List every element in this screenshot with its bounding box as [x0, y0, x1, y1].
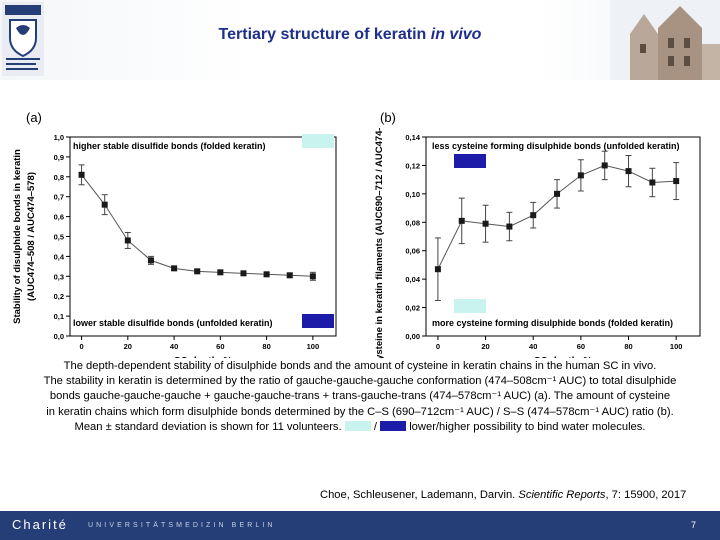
data-point — [78, 171, 85, 178]
data-point — [171, 265, 178, 272]
caption-line-3: bonds gauche-gauche-gauche + gauche-gauc… — [49, 390, 671, 403]
y-tick-label: 0,02 — [405, 304, 420, 313]
data-point — [577, 172, 584, 179]
data-point — [240, 270, 247, 277]
citation-authors: Choe, Schleusener, Lademann, Darvin. — [320, 489, 516, 501]
footer-logo: Charité — [12, 517, 68, 532]
y-tick-label: 0,9 — [54, 153, 64, 162]
y-tick-label: 0,5 — [54, 233, 64, 242]
x-tick-label: 40 — [170, 342, 178, 351]
x-tick-label: 80 — [624, 342, 632, 351]
y-tick-label: 1,0 — [54, 133, 64, 142]
citation-journal: Scientific Reports — [518, 489, 606, 501]
x-tick-label: 60 — [216, 342, 224, 351]
y-tick-label: 0,0 — [54, 332, 64, 341]
data-point — [194, 268, 201, 275]
x-tick-label: 20 — [481, 342, 489, 351]
data-point — [124, 237, 131, 244]
annotation-top: less cysteine forming disulphide bonds (… — [432, 141, 680, 151]
y-tick-label: 0,7 — [54, 193, 64, 202]
data-point — [649, 179, 656, 186]
x-axis-label: SC depth, % — [534, 356, 592, 358]
series-line — [81, 174, 313, 277]
page-number: 7 — [690, 520, 696, 530]
data-point — [101, 201, 108, 208]
data-point — [625, 168, 632, 175]
y-tick-label: 0,8 — [54, 173, 64, 182]
figure-caption: The depth-dependent stability of disulph… — [14, 359, 706, 435]
annotation-bottom: lower stable disulfide bonds (unfolded k… — [73, 318, 273, 328]
y-tick-label: 0,14 — [405, 133, 420, 142]
charite-shield-logo — [2, 2, 44, 76]
legend-swatch-top — [454, 154, 486, 168]
caption-line-5b: lower/higher possibility to bind water m… — [409, 420, 646, 433]
x-axis-label: SC depth, % — [174, 356, 232, 358]
data-point — [530, 212, 537, 219]
x-tick-label: 100 — [307, 342, 320, 351]
citation: Choe, Schleusener, Lademann, Darvin. Sci… — [320, 489, 686, 501]
y-axis-label: Cysteine in keratin filaments (AUC690–71… — [374, 128, 385, 358]
legend-swatch-bottom — [454, 299, 486, 313]
slide-header: Tertiary structure of keratin in vivo — [0, 0, 720, 80]
y-tick-label: 0,3 — [54, 272, 64, 281]
caption-line-1: The depth-dependent stability of disulph… — [63, 360, 657, 372]
y-tick-label: 0,08 — [405, 218, 420, 227]
data-point — [286, 272, 293, 279]
y-tick-label: 0,12 — [405, 161, 420, 170]
slide-title-italic: in vivo — [430, 26, 482, 43]
data-point — [458, 217, 465, 224]
slide-title-main: Tertiary structure of keratin — [218, 26, 427, 43]
chart-a: 0 20 40 60 80 100 0,0 0,1 0,2 0,3 0,4 0,5 0,6 0,7 0,8 0… — [12, 133, 337, 358]
footer-university: UNIVERSITÄTSMEDIZIN BERLIN — [88, 522, 276, 529]
caption-line-2: The stability in keratin is determined b… — [43, 375, 677, 388]
building-photo — [610, 0, 720, 80]
data-point — [506, 223, 513, 230]
legend-swatch-bottom — [302, 314, 334, 328]
caption-separator: / — [373, 420, 377, 433]
annotation-bottom: more cysteine forming disulphide bonds (… — [432, 318, 673, 328]
y-axis-label-secondary: (AUC474–508 / AUC474–578) — [26, 172, 37, 301]
light-swatch — [344, 420, 371, 431]
chart-b: 0 20 40 60 80 100 0,00 0,02 0,04 0,06 0,08 0,10 0,12… — [374, 128, 701, 358]
data-point — [673, 178, 680, 185]
y-tick-label: 0,04 — [405, 275, 420, 284]
x-tick-label: 0 — [436, 342, 440, 351]
data-point — [217, 269, 224, 276]
data-point — [601, 162, 608, 169]
data-point — [434, 266, 441, 273]
x-tick-label: 60 — [577, 342, 585, 351]
y-axis-label: Stability of disulphide bonds in keratin — [12, 149, 23, 324]
y-tick-label: 0,06 — [405, 247, 420, 256]
citation-details: , 7: 15900, 2017 — [605, 489, 687, 501]
x-tick-label: 100 — [670, 342, 683, 351]
x-tick-label: 0 — [79, 342, 83, 351]
legend-swatch-top — [302, 134, 334, 148]
data-point — [482, 220, 489, 227]
panel-b-label: (b) — [380, 110, 396, 125]
y-tick-label: 0,10 — [405, 190, 420, 199]
panel-a-label: (a) — [26, 110, 42, 125]
y-tick-label: 0,4 — [54, 252, 65, 261]
dark-swatch — [380, 420, 407, 431]
x-tick-label: 20 — [124, 342, 132, 351]
caption-line-4: in keratin chains which form disulphide … — [46, 405, 674, 418]
slide-title: Tertiary structure of keratin in vivo — [150, 26, 550, 44]
caption-line-5a: Mean ± standard deviation is shown for 1… — [74, 420, 342, 433]
y-tick-label: 0,6 — [54, 213, 64, 222]
plot-frame — [69, 136, 337, 337]
data-point — [309, 273, 316, 280]
footer-bar: Charité UNIVERSITÄTSMEDIZIN BERLIN 7 — [0, 511, 720, 540]
y-tick-label: 0,1 — [54, 312, 64, 321]
y-tick-label: 0,2 — [54, 292, 64, 301]
x-tick-label: 40 — [529, 342, 537, 351]
plot-frame — [425, 136, 701, 337]
y-tick-label: 0,00 — [405, 332, 420, 341]
data-point — [554, 190, 561, 197]
data-point — [263, 271, 270, 278]
x-tick-label: 80 — [262, 342, 270, 351]
data-point — [147, 257, 154, 264]
annotation-top: higher stable disulfide bonds (folded ke… — [73, 141, 266, 151]
